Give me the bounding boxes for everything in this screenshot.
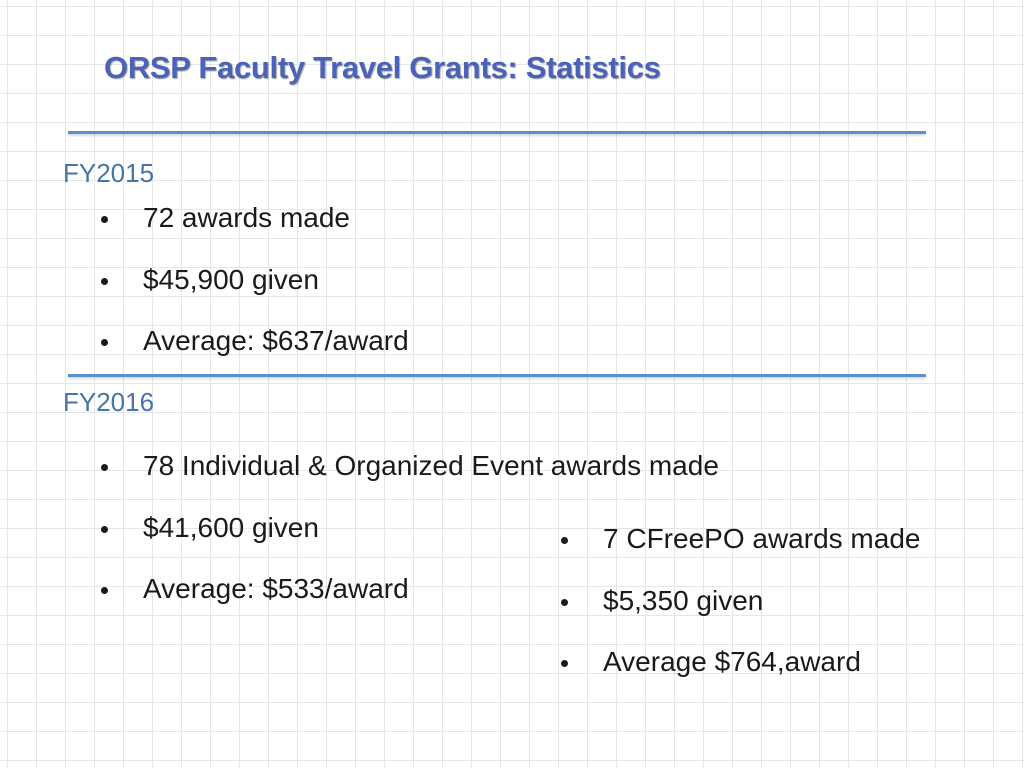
list-item: 72 awards made xyxy=(101,203,409,265)
bullet-icon xyxy=(101,339,108,346)
list-item: $5,350 given xyxy=(561,584,920,648)
bullet-text: $41,600 given xyxy=(143,511,319,543)
list-item: $45,900 given xyxy=(101,263,409,327)
list-item: Average: $533/award xyxy=(101,574,719,636)
list-item: Average $764,award xyxy=(561,647,920,709)
cfreepo-bullet-list: 7 CFreePO awards made $5,350 given Avera… xyxy=(561,524,920,709)
bullet-icon xyxy=(101,587,108,594)
list-item: Average: $637/award xyxy=(101,326,409,388)
list-item: 7 CFreePO awards made xyxy=(561,524,920,586)
bullet-text: 78 Individual & Organized Event awards m… xyxy=(143,450,719,481)
bullet-text: 72 awards made xyxy=(143,202,351,233)
bullet-text: 7 CFreePO awards made xyxy=(603,523,921,554)
bullet-icon xyxy=(561,660,568,667)
bullet-icon xyxy=(101,525,108,533)
bullet-icon xyxy=(561,598,568,606)
list-item: $41,600 given xyxy=(101,511,719,575)
bullet-text: $5,350 given xyxy=(603,584,764,616)
fy2016-label: FY2016 xyxy=(63,387,155,417)
bullet-text: Average: $533/award xyxy=(143,573,409,604)
bullet-icon xyxy=(101,464,108,471)
fy2015-label: FY2015 xyxy=(63,158,155,188)
fy2016-bullet-list: 78 Individual & Organized Event awards m… xyxy=(101,451,719,636)
bullet-text: Average: $637/award xyxy=(143,325,409,356)
title-divider xyxy=(68,131,926,134)
bullet-icon xyxy=(101,216,108,223)
bullet-text: $45,900 given xyxy=(143,263,319,295)
list-item: 78 Individual & Organized Event awards m… xyxy=(101,451,719,513)
bullet-text: Average $764,award xyxy=(603,646,861,677)
fy2015-bullet-list: 72 awards made $45,900 given Average: $6… xyxy=(101,203,409,388)
bullet-icon xyxy=(101,277,108,285)
bullet-icon xyxy=(561,537,568,544)
slide-title: ORSP Faculty Travel Grants: Statistics xyxy=(104,50,661,85)
section-divider xyxy=(68,374,926,377)
